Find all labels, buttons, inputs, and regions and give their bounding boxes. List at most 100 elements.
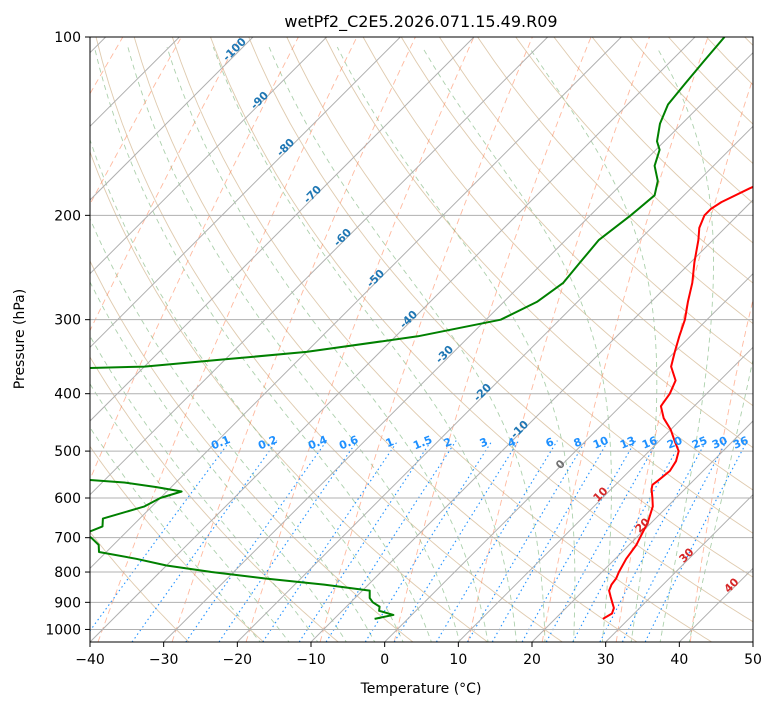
moist-adiabat-line (528, 46, 658, 642)
dashed-reference-line (541, 37, 709, 642)
dry-adiabat-line (90, 531, 190, 642)
y-tick-label: 1000 (45, 622, 81, 638)
x-axis-ticks: −40 −30 −20 −10 0 10 20 30 40 50 (75, 642, 762, 668)
y-tick-label: 200 (54, 208, 81, 224)
x-axis-label: Temperature (°C) (360, 681, 482, 697)
isotherm-line (310, 199, 753, 642)
y-axis-ticks: 1000 900 800 700 600 500 400 300 200 100 (45, 30, 90, 638)
x-tick-label: 40 (670, 652, 688, 668)
mixing-ratio-label: 8 (572, 435, 584, 450)
mixing-ratio-label: 13 (618, 434, 637, 452)
plot-frame (89, 36, 754, 643)
dry-adiabat-line (477, 37, 753, 325)
mixing-ratio-label: 0.4 (306, 433, 329, 452)
isotherm-label: -20 (471, 381, 494, 404)
y-tick-label: 800 (54, 565, 81, 581)
isotherm-label: -50 (364, 267, 387, 290)
mixing-ratio-line (491, 440, 609, 642)
dry-adiabat-line (324, 37, 753, 491)
isotherm-line (90, 37, 254, 201)
x-tick-label: −30 (149, 652, 179, 668)
gridlines (90, 37, 753, 630)
moist-adiabat-line (90, 382, 290, 642)
dry-adiabat-line (133, 37, 638, 642)
dewpoint-line (90, 37, 726, 620)
dashed-reference-line (245, 37, 475, 642)
series-lines (90, 37, 753, 620)
moist-adiabat-line (336, 46, 576, 642)
isotherm-line (90, 37, 475, 422)
isotherm-line (384, 272, 753, 642)
isotherm-line (236, 125, 753, 642)
isotherm-label: -60 (331, 226, 354, 249)
x-tick-label: 30 (597, 652, 615, 668)
mixing-ratio-line (393, 440, 520, 642)
upper-isotherm-label: 40 (722, 575, 742, 595)
dashed-reference-line (764, 37, 775, 642)
dry-adiabat-line (362, 37, 753, 449)
isotherm-zero-label: 0 (553, 457, 568, 472)
mixing-ratio-lines (90, 440, 748, 642)
line-labels: -100-90-80-70-60-50-40-30-20-10010203040… (209, 35, 750, 596)
dry-adiabat-line (248, 37, 753, 578)
dry-adiabat-line (90, 356, 339, 642)
upper-isotherm-label: 10 (591, 484, 611, 504)
dry-adiabat-line (90, 259, 414, 642)
isotherm-line (752, 641, 753, 642)
isotherm-line (163, 51, 753, 642)
dashed-reference-line (97, 37, 358, 642)
mixing-ratio-label: 20 (665, 434, 684, 452)
dashed-reference-line (90, 37, 299, 481)
isotherm-line (605, 493, 753, 642)
isotherm-line (90, 37, 328, 275)
y-axis-label: Pressure (hPa) (12, 289, 28, 389)
mixing-ratio-line (364, 440, 493, 642)
mixing-ratio-label: 6 (544, 435, 556, 450)
dry-adiabat-line (439, 37, 753, 365)
isotherm-label: -30 (433, 343, 456, 366)
upper-isotherm-label: 30 (677, 545, 697, 565)
mixing-ratio-line (90, 440, 231, 632)
dry-adiabat-line (553, 37, 753, 244)
mixing-ratio-label: 1.5 (411, 433, 434, 452)
mixing-ratio-line (467, 440, 587, 642)
moist-adiabat-line (268, 46, 546, 642)
x-tick-label: 0 (380, 652, 389, 668)
dry-adiabat-line (90, 150, 488, 642)
isotherm-line (90, 37, 401, 349)
mixing-ratio-line (545, 440, 659, 642)
mixing-ratio-label: 0.6 (337, 433, 360, 452)
dashed-isotherm-lines (0, 37, 775, 642)
dashed-reference-line (0, 37, 64, 642)
temperature-line (602, 185, 753, 620)
plot-area: -100-90-80-70-60-50-40-30-20-10010203040… (0, 35, 775, 642)
x-tick-label: 50 (744, 652, 762, 668)
mixing-ratio-label: 36 (731, 434, 750, 452)
y-tick-label: 400 (54, 387, 81, 403)
dry-adiabat-line (90, 445, 264, 642)
isotherm-line (457, 346, 753, 642)
isotherm-label: -100 (220, 35, 249, 64)
moist-adiabat-line (93, 46, 432, 642)
moist-adiabat-line (90, 426, 261, 642)
y-tick-label: 300 (54, 313, 81, 329)
moist-adiabat-line (688, 357, 753, 642)
dry-adiabat-line (744, 37, 753, 47)
x-tick-label: −20 (223, 652, 253, 668)
y-tick-label: 600 (54, 491, 81, 507)
mixing-ratio-label: 0.2 (256, 433, 279, 452)
x-tick-label: 20 (523, 652, 541, 668)
dashed-reference-line (0, 37, 6, 642)
mixing-ratio-line (599, 440, 707, 642)
mixing-ratio-line (521, 440, 637, 642)
mixing-ratio-line (435, 440, 558, 642)
isotherm-label: -70 (301, 183, 324, 206)
dashed-reference-line (171, 37, 416, 642)
mixing-ratio-label: 25 (690, 434, 709, 452)
x-tick-label: −10 (296, 652, 326, 668)
moist-adiabat-line (90, 280, 347, 642)
chart-title: wetPf2_C2E5.2026.071.15.49.R09 (284, 12, 557, 32)
dashed-reference-line (615, 76, 753, 642)
mixing-ratio-label: 2 (442, 435, 454, 450)
dashed-reference-line (90, 37, 241, 332)
